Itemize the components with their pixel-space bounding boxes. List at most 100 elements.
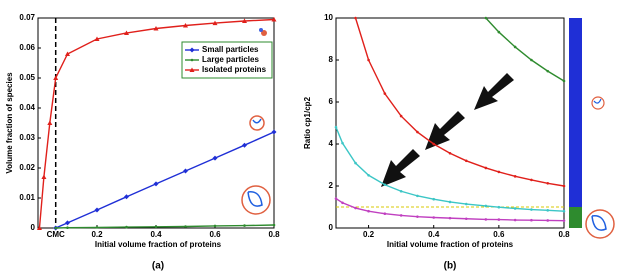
legend-marker (190, 58, 194, 62)
point (432, 216, 436, 219)
legend-label: Isolated proteins (202, 65, 267, 74)
point (184, 225, 187, 228)
point (484, 166, 488, 170)
y-tick-label: 4 (329, 139, 334, 148)
y-tick-label: 0 (31, 223, 36, 232)
point (383, 183, 387, 187)
x-tick-label: 0.4 (150, 230, 162, 239)
y-tick-label: 0.04 (19, 103, 35, 112)
series-line (485, 17, 565, 82)
point (546, 219, 550, 222)
point (54, 226, 57, 230)
y-tick-label: 8 (329, 55, 334, 64)
point (399, 114, 403, 118)
point (124, 194, 129, 200)
point (513, 175, 517, 178)
point (242, 18, 247, 23)
point (94, 207, 100, 213)
icon (247, 191, 263, 207)
point (154, 225, 158, 229)
x-tick-label: 0.6 (209, 230, 221, 239)
point (513, 218, 517, 222)
point (383, 212, 387, 216)
point (271, 17, 277, 22)
y-tick-label: 0 (329, 223, 334, 232)
y-axis-label: Ratio cp1/cp2 (303, 96, 312, 149)
point (367, 173, 370, 177)
arrow (381, 149, 420, 187)
point (448, 151, 452, 155)
icon (249, 115, 265, 131)
point (497, 30, 501, 34)
point (546, 69, 550, 73)
icons (241, 28, 615, 239)
point (546, 209, 550, 212)
point (399, 214, 403, 217)
point (448, 200, 452, 204)
color-band (569, 207, 582, 228)
point (65, 51, 70, 56)
legend-marker (189, 47, 195, 53)
point (183, 23, 188, 28)
point (367, 58, 370, 62)
y-tick-label: 6 (329, 97, 334, 106)
point (416, 130, 419, 134)
x-axis-label: Initial volume fraction of proteins (387, 240, 514, 249)
point (65, 220, 70, 226)
point (354, 161, 357, 165)
series-line (335, 126, 565, 212)
point (448, 216, 452, 220)
point (212, 155, 218, 161)
arrow (425, 111, 465, 150)
x-tick-label: 0.8 (558, 230, 570, 239)
x-axis-label: Initial volume fraction of proteins (95, 240, 222, 249)
point (153, 181, 159, 187)
plot-frame (335, 17, 565, 229)
point (125, 225, 128, 229)
point (513, 45, 517, 49)
point (271, 129, 277, 135)
x-tick-label: 0.4 (428, 230, 440, 239)
icon (252, 118, 262, 124)
point (497, 205, 501, 209)
icon (585, 209, 615, 239)
caption: (b) (444, 261, 457, 272)
point (367, 209, 370, 213)
x-tick-label: 0.6 (493, 230, 505, 239)
point (212, 20, 218, 26)
y-tick-label: 0.01 (19, 193, 35, 202)
icon (593, 98, 602, 104)
point (562, 219, 566, 222)
y-axis-label: Volume fraction of species (5, 72, 14, 174)
y-tick-label: 10 (324, 13, 333, 22)
point (497, 218, 501, 221)
color-band (569, 18, 582, 207)
point (562, 79, 566, 83)
point (354, 16, 357, 20)
y-tick-label: 0.05 (19, 73, 35, 82)
point (464, 217, 468, 221)
point (546, 181, 550, 185)
x-tick-label: 0.8 (268, 230, 280, 239)
point (399, 189, 403, 193)
point (341, 201, 344, 205)
point (53, 75, 59, 80)
point (432, 197, 436, 201)
point (484, 218, 488, 221)
point (530, 178, 533, 182)
y-tick-label: 0.03 (19, 133, 35, 142)
point (124, 30, 129, 35)
legend-label: Large particles (202, 55, 259, 64)
point (513, 207, 517, 210)
icon (591, 215, 607, 231)
icon (259, 28, 263, 32)
arrow (474, 73, 514, 110)
point (562, 184, 566, 188)
point (354, 206, 357, 210)
point (66, 226, 69, 229)
y-tick-label: 0.06 (19, 43, 35, 52)
point (47, 120, 53, 125)
point (41, 174, 47, 179)
point (183, 168, 188, 174)
